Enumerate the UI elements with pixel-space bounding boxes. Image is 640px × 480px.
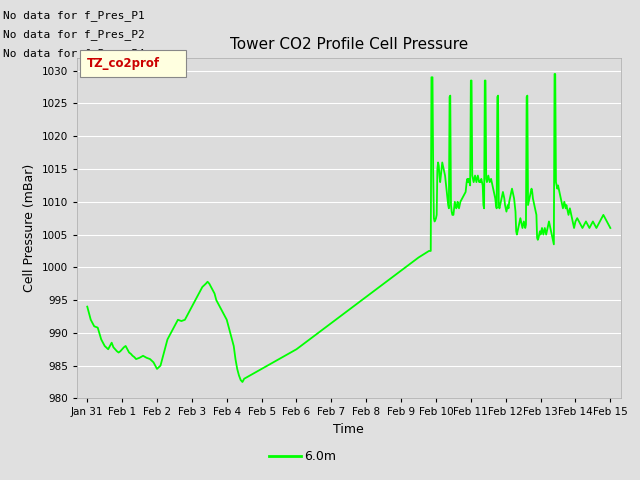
- Y-axis label: Cell Pressure (mBar): Cell Pressure (mBar): [23, 164, 36, 292]
- Title: Tower CO2 Profile Cell Pressure: Tower CO2 Profile Cell Pressure: [230, 37, 468, 52]
- Text: TZ_co2prof: TZ_co2prof: [86, 57, 159, 70]
- Text: 6.0m: 6.0m: [304, 449, 336, 463]
- Text: No data for f_Pres_P2: No data for f_Pres_P2: [3, 29, 145, 40]
- Text: No data for f_Pres_P4: No data for f_Pres_P4: [3, 48, 145, 59]
- X-axis label: Time: Time: [333, 423, 364, 436]
- Text: No data for f_Pres_P1: No data for f_Pres_P1: [3, 10, 145, 21]
